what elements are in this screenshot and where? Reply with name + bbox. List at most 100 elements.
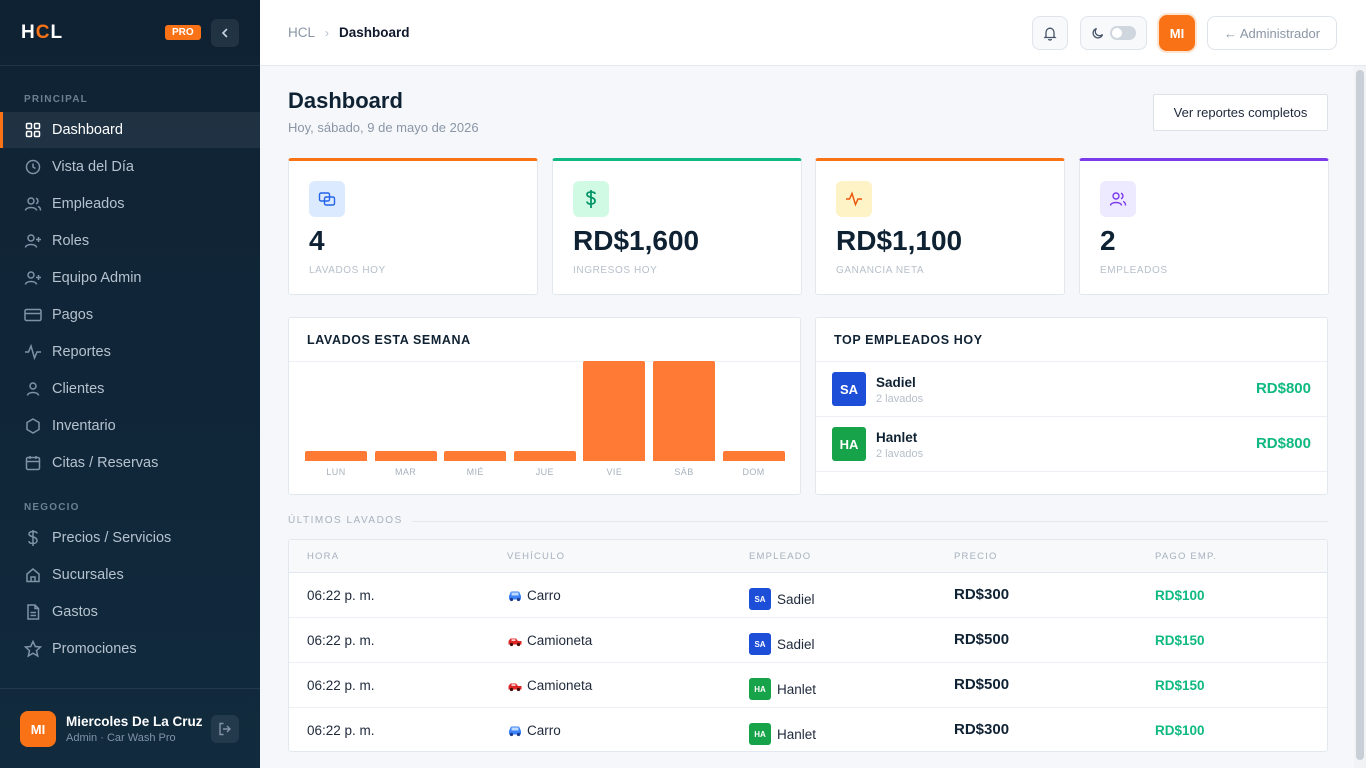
section-title: ÚLTIMOS LAVADOS: [288, 515, 403, 526]
logo[interactable]: HCL: [21, 21, 64, 43]
list-item[interactable]: SA Sadiel 2 lavados RD$800: [816, 362, 1327, 417]
sidebar-item-precios-servicios[interactable]: Precios / Servicios: [0, 520, 260, 556]
chart-bar-dom: [722, 451, 785, 461]
section-label-negocio: NEGOCIO: [24, 502, 80, 513]
table-row[interactable]: 06:22 p. m. Camioneta SA Sadiel RD$500 RD…: [289, 618, 1327, 663]
topbar-avatar[interactable]: MI: [1159, 15, 1195, 51]
sidebar-item-sucursales[interactable]: Sucursales: [0, 557, 260, 593]
row-time: 06:22 p. m.: [307, 678, 375, 693]
row-time: 06:22 p. m.: [307, 588, 375, 603]
employee-name: Hanlet: [777, 681, 817, 697]
dollar-icon: [24, 529, 42, 547]
chart-tick-label: DOM: [742, 467, 765, 477]
chart-bar-vie: [583, 361, 646, 461]
row-price: RD$300: [954, 721, 1010, 738]
row-vehicle: Camioneta: [507, 633, 592, 648]
chart-bar-lun: [305, 451, 367, 461]
divider: [412, 521, 1328, 522]
sidebar-item-label: Clientes: [52, 381, 105, 397]
bell-icon: [1043, 27, 1057, 41]
row-time: 06:22 p. m.: [307, 633, 375, 648]
avatar: SA: [749, 633, 771, 655]
sidebar-item-reportes[interactable]: Reportes: [0, 334, 260, 370]
stat-value: 2: [1100, 225, 1116, 256]
list-item[interactable]: HA Hanlet 2 lavados RD$800: [816, 417, 1327, 472]
weekly-chart-panel: LAVADOS ESTA SEMANA LUN MAR MIÉ JUE VIE SÁB DO…: [288, 317, 801, 495]
sidebar-item-label: Equipo Admin: [52, 270, 142, 286]
chart-tick-label: VIE: [606, 467, 623, 477]
notifications-button[interactable]: [1032, 16, 1068, 50]
table-row[interactable]: 06:22 p. m. Carro HA Hanlet RD$300 RD$100: [289, 708, 1327, 751]
row-pay: RD$100: [1155, 723, 1205, 738]
sidebar-item-clientes[interactable]: Clientes: [0, 371, 260, 407]
main-content: Dashboard Hoy, sábado, 9 de mayo de 2026…: [260, 66, 1354, 768]
reports-button[interactable]: Ver reportes completos: [1153, 94, 1328, 131]
logout-button[interactable]: [211, 715, 239, 743]
row-employee: SA Sadiel: [749, 588, 815, 610]
stat-card-empleados: 2 EMPLEADOS: [1079, 158, 1329, 295]
star-icon: [24, 640, 42, 658]
chart-bar-jue: [513, 451, 576, 461]
sidebar-item-gastos[interactable]: Gastos: [0, 594, 260, 630]
panel-title: TOP EMPLEADOS HOY: [834, 333, 983, 347]
sidebar-item-label: Vista del Día: [52, 159, 134, 175]
sidebar-item-pagos[interactable]: Pagos: [0, 297, 260, 333]
administrador-button[interactable]: ← Administrador: [1207, 16, 1337, 50]
collapse-sidebar-button[interactable]: [211, 19, 239, 47]
sidebar-item-promociones[interactable]: Promociones: [0, 631, 260, 667]
sidebar-item-dashboard[interactable]: Dashboard: [0, 112, 260, 148]
section-label-principal: PRINCIPAL: [24, 94, 88, 105]
divider: [289, 361, 800, 362]
chart-bar-mar: [374, 451, 437, 461]
avatar: SA: [832, 372, 866, 406]
row-price: RD$500: [954, 676, 1010, 693]
employee-name: Sadiel: [777, 636, 815, 652]
page-subtitle: Hoy, sábado, 9 de mayo de 2026: [288, 120, 479, 135]
sidebar-user: MI Miercoles De La Cruz Admin · Car Wash…: [0, 688, 260, 768]
row-vehicle: Carro: [507, 723, 561, 738]
row-employee: HA Hanlet: [749, 678, 816, 700]
activity-icon: [836, 181, 872, 217]
page-scrollbar[interactable]: [1354, 66, 1366, 768]
employee-amount: RD$800: [1255, 380, 1311, 397]
employee-name: Sadiel: [777, 591, 815, 607]
panel-title: LAVADOS ESTA SEMANA: [307, 333, 471, 347]
breadcrumb-current: Dashboard: [339, 25, 410, 40]
vehicle-label: Carro: [527, 723, 561, 738]
hexagon-icon: [24, 417, 42, 435]
vehicle-label: Camioneta: [527, 633, 593, 648]
theme-toggle[interactable]: [1080, 16, 1147, 50]
stat-label: GANANCIA NETA: [836, 265, 925, 276]
truck-red-icon: [507, 635, 523, 647]
breadcrumb-root[interactable]: HCL: [288, 25, 316, 40]
row-time: 06:22 p. m.: [307, 723, 375, 738]
sidebar-item-roles[interactable]: Roles: [0, 223, 260, 259]
sidebar-item-equipo-admin[interactable]: Equipo Admin: [0, 260, 260, 296]
sidebar-item-citas-reservas[interactable]: Citas / Reservas: [0, 445, 260, 481]
user-icon: [24, 380, 42, 398]
user-name: Miercoles De La Cruz: [66, 714, 203, 729]
breadcrumb-separator: ›: [325, 25, 330, 40]
chevron-left-icon: [221, 28, 228, 38]
avatar: HA: [749, 678, 771, 700]
sidebar-item-label: Gastos: [52, 604, 98, 620]
row-employee: SA Sadiel: [749, 633, 815, 655]
sidebar-item-label: Empleados: [52, 196, 125, 212]
scrollbar-thumb[interactable]: [1356, 70, 1364, 760]
logout-icon: [219, 722, 231, 736]
theme-switch[interactable]: [1109, 26, 1136, 40]
sidebar-item-inventario[interactable]: Inventario: [0, 408, 260, 444]
table-row[interactable]: 06:22 p. m. Carro SA Sadiel RD$300 RD$100: [289, 573, 1327, 618]
sidebar-item-vista-del-dia[interactable]: Vista del Día: [0, 149, 260, 185]
avatar: SA: [749, 588, 771, 610]
table-row[interactable]: 06:22 p. m. Camioneta HA Hanlet RD$500 RD…: [289, 663, 1327, 708]
user-group-icon: [24, 269, 42, 287]
avatar[interactable]: MI: [20, 711, 56, 747]
stat-label: INGRESOS HOY: [573, 265, 658, 276]
chart-bar-sáb: [653, 361, 715, 461]
employee-name: Sadiel: [876, 375, 916, 390]
sidebar-item-label: Inventario: [52, 418, 116, 434]
row-pay: RD$150: [1155, 633, 1205, 648]
moon-icon: [1092, 27, 1103, 39]
sidebar-item-empleados[interactable]: Empleados: [0, 186, 260, 222]
